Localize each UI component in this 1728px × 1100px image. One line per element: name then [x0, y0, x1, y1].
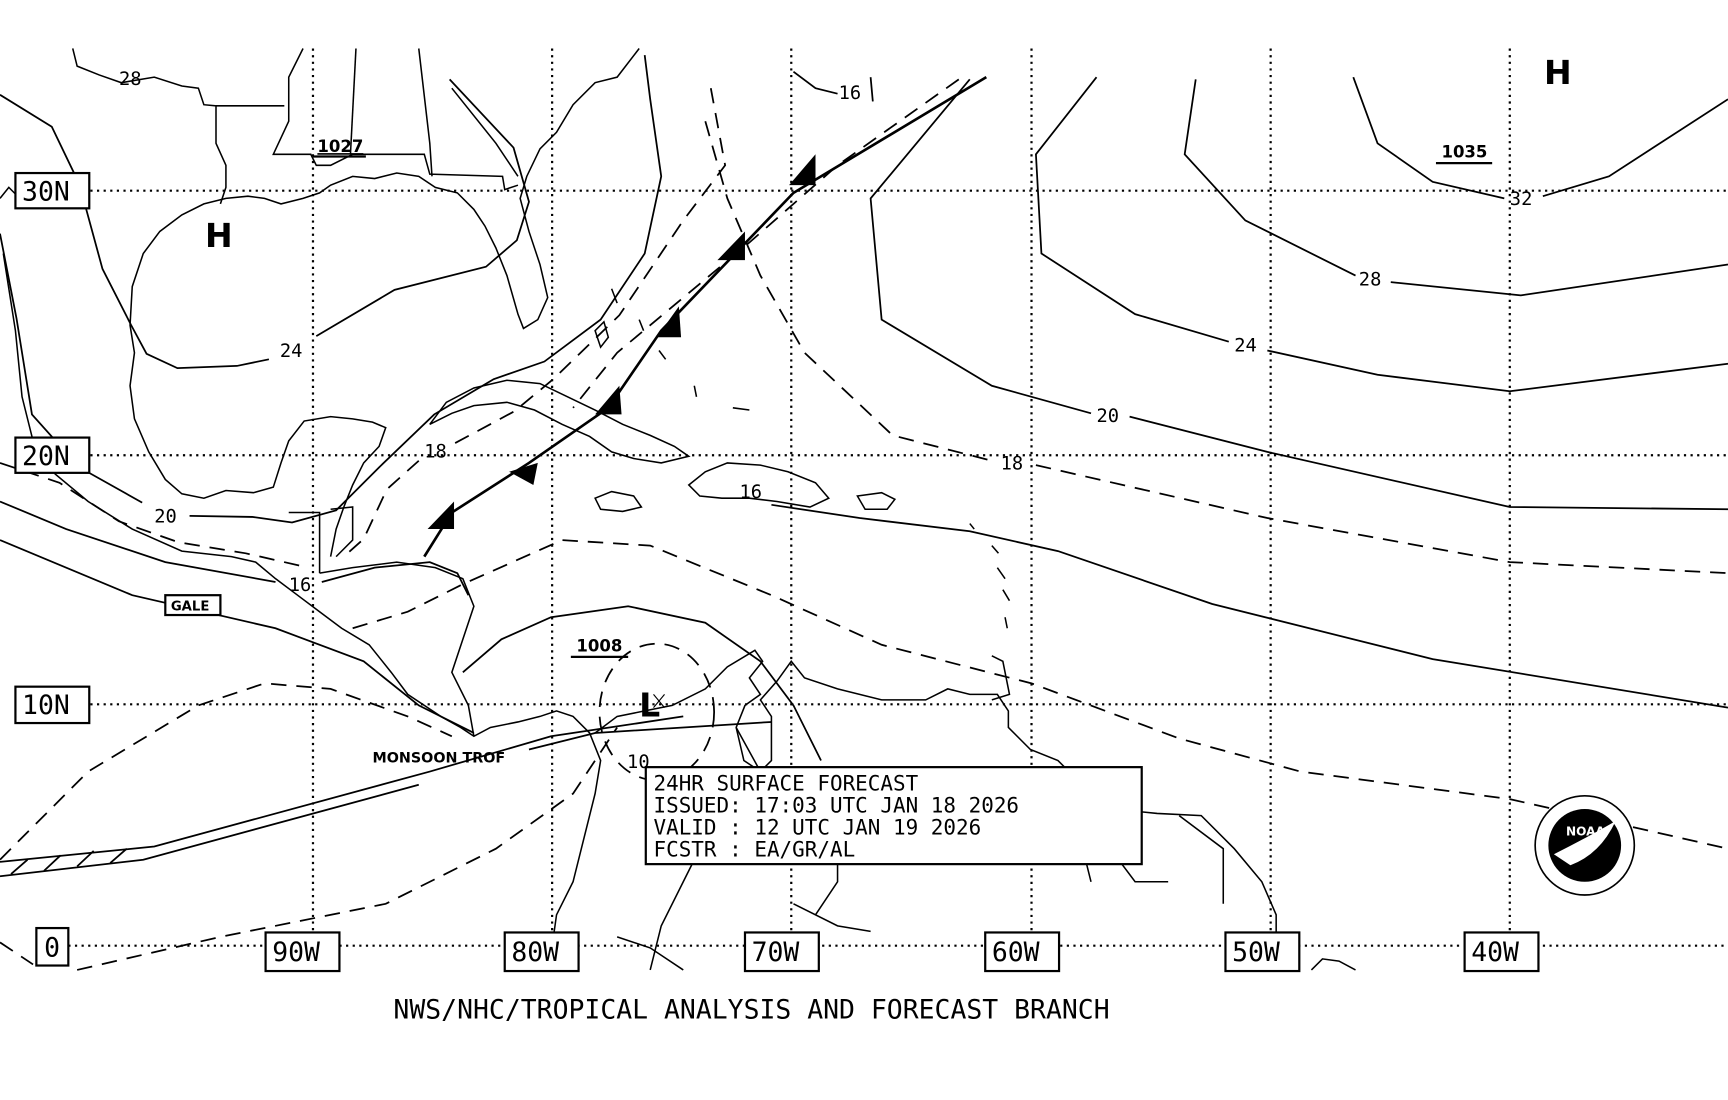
lat-label-20n: 20N	[22, 441, 70, 472]
dashed-isobars	[0, 78, 1728, 971]
longitude-labels: 90W 80W 70W 60W 50W 40W	[264, 931, 1540, 973]
isobars	[0, 55, 1728, 761]
isobar-label: 16	[739, 482, 762, 503]
lat-label-10n: 10N	[22, 690, 70, 721]
issued-time: ISSUED: 17:03 UTC JAN 18 2026	[654, 793, 1020, 817]
cold-front	[423, 76, 988, 558]
isobar-label: 24	[1234, 336, 1257, 357]
isobar-labels: 28 24 18 20 16 16 16 18 20 24 28 32 10	[119, 69, 1532, 773]
isobar-label: 24	[280, 341, 303, 362]
forecast-info-box: 24HR SURFACE FORECAST ISSUED: 17:03 UTC …	[644, 766, 1143, 866]
isobar-label: 20	[154, 506, 177, 527]
monsoon-trough-label: MONSOON TROF	[372, 751, 505, 767]
central-pressure-1027: 1027	[317, 137, 363, 156]
valid-time: VALID : 12 UTC JAN 19 2026	[654, 815, 982, 839]
isobar-label: 20	[1097, 406, 1120, 427]
isobar-label: 10	[627, 752, 650, 773]
forecasters: FCSTR : EA/GR/AL	[654, 837, 856, 861]
isobar-label: 16	[289, 575, 312, 596]
lat-label-30n: 30N	[22, 177, 70, 208]
low-pressure-colombia: L	[639, 685, 660, 724]
noaa-logo: NOAA	[1534, 794, 1636, 896]
high-pressure-gulf: H	[205, 216, 233, 255]
isobar-label: 28	[119, 69, 142, 90]
gale-warning-label: GALE	[171, 600, 210, 615]
footer-credit: NWS/NHC/TROPICAL ANALYSIS AND FORECAST B…	[393, 994, 1109, 1025]
forecast-title: 24HR SURFACE FORECAST	[654, 771, 919, 795]
central-pressure-1008: 1008	[576, 636, 622, 655]
high-pressure-atlantic: H	[1544, 53, 1572, 92]
svg-text:NOAA: NOAA	[1566, 824, 1605, 838]
lon-label-60w: 60W	[992, 937, 1040, 968]
central-pressure-1035: 1035	[1441, 143, 1487, 162]
isobar-label: 18	[1001, 454, 1024, 475]
latitude-labels: 30N 20N 10N 0	[14, 171, 91, 967]
isobar-label: 16	[839, 83, 862, 104]
lon-label-80w: 80W	[511, 937, 559, 968]
monsoon-trough	[0, 715, 684, 878]
lon-label-50w: 50W	[1232, 937, 1280, 968]
lon-label-40w: 40W	[1471, 937, 1519, 968]
lat-label-equator: 0	[44, 933, 60, 964]
isobar-label: 32	[1510, 189, 1533, 210]
isobar-label: 28	[1359, 269, 1382, 290]
lon-label-70w: 70W	[752, 937, 800, 968]
lon-label-90w: 90W	[272, 937, 320, 968]
isobar-label: 18	[424, 441, 447, 462]
